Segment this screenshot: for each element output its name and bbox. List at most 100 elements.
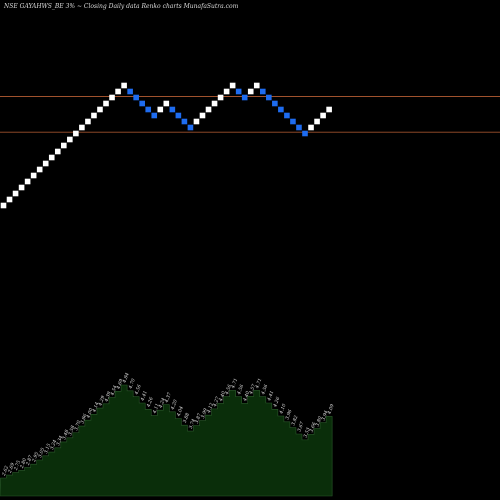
brick-value-label: 4.26 <box>145 396 155 409</box>
chart-header: NSE GAYAHWS_BE 3% ~ Closing Daily data R… <box>3 3 239 10</box>
brick-value-label: 4.37 <box>163 392 173 405</box>
renko-brick <box>235 88 242 95</box>
brick-value-label: 3.82 <box>290 415 299 427</box>
brick-value-label: 4.71 <box>254 377 264 390</box>
brick-value-label: 4.11 <box>151 403 161 416</box>
brick-value-label: 4.56 <box>224 384 234 397</box>
renko-brick <box>266 94 272 101</box>
renko-brick <box>320 112 326 119</box>
brick-value-label: 4.71 <box>230 377 240 390</box>
renko-brick <box>272 100 278 107</box>
brick-value-label: 4.24 <box>157 397 167 410</box>
brick-value-label: 4.00 <box>85 407 95 420</box>
renko-brick <box>241 94 248 101</box>
brick-value-label: 2.87 <box>25 454 35 467</box>
brick-value-label: 4.39 <box>103 391 113 404</box>
brick-value-label: 3.58 <box>67 425 76 437</box>
brick-value-label: 4.27 <box>212 396 222 409</box>
brick-value-label: 3.15 <box>43 443 52 455</box>
brick-value-label: 4.09 <box>326 403 336 416</box>
renko-brick <box>139 100 145 107</box>
brick-value-label: 2.95 <box>31 451 41 464</box>
renko-brick <box>151 112 158 119</box>
renko-brick <box>229 82 236 89</box>
renko-brick <box>253 82 260 89</box>
renko-brick <box>6 196 13 203</box>
renko-brick <box>12 190 19 197</box>
brick-value-label: 4.70 <box>127 378 137 391</box>
brick-value-label: 3.70 <box>73 420 82 432</box>
renko-brick <box>157 106 164 113</box>
brick-value-label: 4.56 <box>133 384 143 397</box>
renko-brick <box>115 88 121 95</box>
renko-brick <box>127 88 133 95</box>
renko-brick <box>308 124 314 131</box>
brick-value-label: 4.26 <box>272 396 282 409</box>
renko-brick <box>199 112 206 119</box>
brick-value-label: 4.41 <box>139 390 149 403</box>
brick-value-label: 4.29 <box>97 395 107 408</box>
renko-brick <box>85 118 91 125</box>
brick-value-label: 4.84 <box>121 372 131 385</box>
brick-value-label: 3.94 <box>321 410 330 422</box>
brick-value-label: 3.66 <box>308 421 317 433</box>
brick-value-label: 4.57 <box>248 383 258 396</box>
renko-brick <box>54 148 61 155</box>
renko-brick <box>73 130 79 137</box>
renko-brick <box>278 106 284 113</box>
brick-value-label: 4.69 <box>115 378 125 391</box>
brick-value-label: 2.80 <box>19 457 29 470</box>
brick-value-label: 2.62 <box>1 465 11 478</box>
renko-brick <box>169 106 176 113</box>
renko-brick <box>18 184 25 191</box>
brick-value-label: 3.74 <box>188 418 197 430</box>
brick-value-label: 3.88 <box>182 412 191 424</box>
brick-value-label: 3.53 <box>302 427 311 439</box>
brick-value-label: 4.40 <box>218 390 228 403</box>
brick-value-label: 3.48 <box>61 429 70 441</box>
brick-value-label: 3.05 <box>37 447 46 459</box>
renko-brick <box>259 88 266 95</box>
renko-brick <box>302 130 308 137</box>
renko-brick <box>36 166 43 173</box>
renko-brick <box>187 124 194 131</box>
brick-value-label: 3.96 <box>284 409 293 421</box>
brick-value-label: 2.75 <box>13 459 23 472</box>
volume-area <box>0 384 333 497</box>
brick-value-label: 3.87 <box>194 413 203 425</box>
renko-brick <box>145 106 152 113</box>
brick-value-labels: 2.622.692.752.802.872.953.053.153.243.34… <box>1 372 336 478</box>
renko-brick <box>133 94 139 101</box>
renko-brick <box>121 82 127 89</box>
renko-brick <box>205 106 212 113</box>
renko-bricks <box>0 82 332 209</box>
brick-value-label: 4.56 <box>236 384 246 397</box>
renko-brick <box>30 172 37 179</box>
renko-brick <box>326 106 332 113</box>
brick-value-label: 4.54 <box>109 385 119 398</box>
renko-brick <box>296 124 302 131</box>
renko-brick <box>247 88 254 95</box>
renko-brick <box>67 136 73 143</box>
renko-brick <box>91 112 97 119</box>
renko-brick <box>181 118 188 125</box>
brick-value-label: 4.04 <box>175 405 185 418</box>
renko-brick <box>109 94 115 101</box>
renko-brick <box>175 112 182 119</box>
brick-value-label: 4.41 <box>266 390 276 403</box>
brick-value-label: 4.20 <box>169 399 179 412</box>
renko-brick <box>24 178 31 185</box>
volume-area-path <box>0 384 333 497</box>
renko-brick <box>163 100 170 107</box>
renko-brick <box>223 88 230 95</box>
renko-brick <box>42 160 49 167</box>
renko-brick <box>193 118 200 125</box>
renko-brick <box>217 94 224 101</box>
resistance-levels <box>0 96 500 133</box>
renko-brick <box>79 124 85 131</box>
renko-brick <box>314 118 320 125</box>
brick-value-label: 3.34 <box>55 435 64 447</box>
renko-brick <box>48 154 55 161</box>
renko-brick <box>211 100 218 107</box>
renko-brick <box>284 112 290 119</box>
